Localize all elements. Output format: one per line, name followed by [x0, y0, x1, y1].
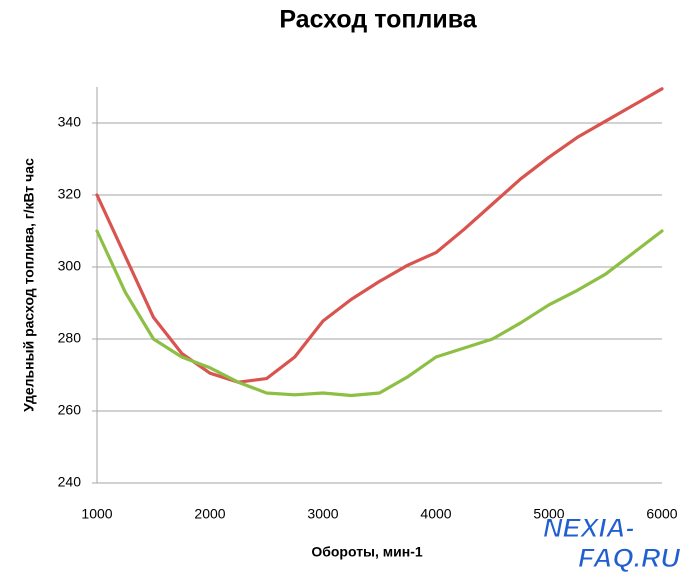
data-line [95, 229, 664, 398]
y-tick-label: 240 [58, 474, 82, 490]
watermark: NEXIA- [543, 513, 635, 543]
y-tick-label: 260 [58, 402, 82, 418]
x-tick-label: 6000 [646, 506, 677, 522]
y-tick-label: 320 [58, 186, 82, 202]
data-line [95, 87, 664, 384]
y-tick-label: 300 [58, 258, 82, 274]
watermark: FAQ.RU [578, 543, 682, 573]
y-tick-label: 340 [58, 114, 82, 130]
chart-title: Расход топлива [279, 6, 477, 34]
x-tick-label: 3000 [307, 506, 338, 522]
y-axis-label: Удельный расход топлива, г/кВт час [21, 158, 37, 412]
x-tick-label: 2000 [194, 506, 225, 522]
x-tick-label: 4000 [420, 506, 451, 522]
y-tick-label: 280 [58, 330, 82, 346]
x-axis-label: Обороты, мин-1 [311, 544, 423, 560]
x-tick-label: 5000 [533, 506, 564, 522]
x-tick-label: 1000 [81, 506, 112, 522]
